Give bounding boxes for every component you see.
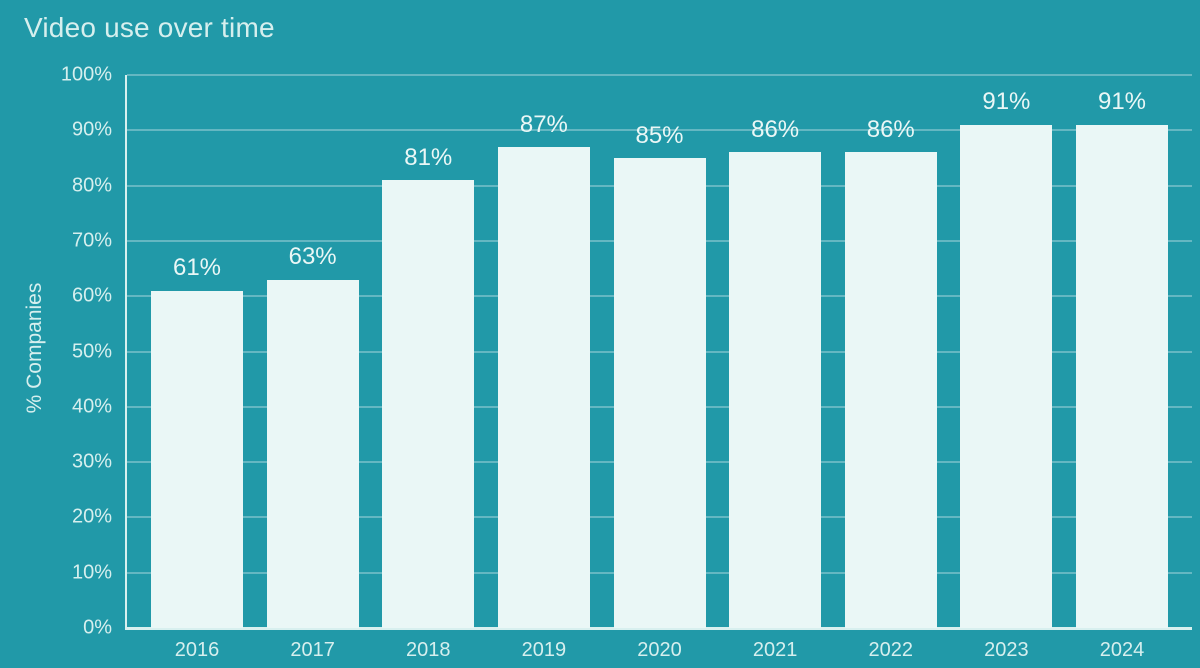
bar — [960, 124, 1053, 628]
bar-value-label: 85% — [635, 121, 684, 149]
bar — [382, 180, 475, 628]
bar — [266, 279, 359, 628]
gridline — [127, 74, 1192, 76]
bar-value-label: 81% — [404, 143, 453, 171]
bar-column: 63% 2017 — [266, 75, 359, 661]
bar-value-label: 86% — [751, 116, 800, 144]
y-tick-label: 100% — [60, 63, 112, 86]
x-tick-label: 2020 — [637, 639, 682, 661]
y-axis-ticks: 0% 10% 20% 30% 40% 50% 60% 70% 80% 90% 100% — [0, 0, 112, 668]
bar — [1076, 124, 1168, 628]
bar-value-label: 91% — [1097, 88, 1147, 116]
bar-value-label: 87% — [519, 110, 568, 138]
x-tick-label: 2018 — [406, 639, 451, 661]
y-tick-label: 0% — [83, 616, 112, 639]
x-tick-label: 2017 — [290, 639, 335, 661]
chart-title: Video use over time — [24, 12, 275, 43]
bar-column: 91% 2024 — [1076, 75, 1168, 661]
y-tick-label: 60% — [71, 284, 112, 307]
bar — [151, 290, 243, 628]
bar-column: 86% 2021 — [729, 75, 822, 661]
y-tick-label: 80% — [71, 174, 112, 197]
bar-value-label: 61% — [172, 254, 222, 282]
bar-column: 61% 2016 — [151, 75, 243, 661]
x-tick-label: 2023 — [984, 639, 1029, 661]
x-tick-label: 2024 — [1099, 639, 1145, 661]
bar — [844, 152, 937, 628]
bar — [497, 146, 590, 628]
y-tick-label: 10% — [71, 561, 112, 584]
x-axis-line — [125, 627, 1192, 630]
x-tick-label: 2022 — [868, 639, 914, 661]
y-axis-line — [125, 75, 127, 630]
y-tick-label: 40% — [71, 395, 112, 418]
bars-layer: 61% 2016 63% 2017 81% 2018 87% 2019 85% 2020 86% 20… — [127, 75, 1192, 661]
x-tick-label: 2019 — [521, 639, 567, 661]
bar-column: 81% 2018 — [382, 75, 475, 661]
y-tick-label: 20% — [71, 505, 112, 528]
y-tick-label: 50% — [71, 340, 112, 362]
bar-column: 85% 2020 — [613, 75, 706, 661]
x-tick-label: 2021 — [752, 639, 798, 661]
x-tick-label: 2016 — [174, 639, 220, 661]
bar-value-label: 86% — [866, 116, 915, 144]
bar — [729, 152, 822, 628]
y-tick-label: 90% — [71, 118, 112, 141]
y-tick-label: 30% — [71, 450, 112, 473]
bar-column: 86% 2022 — [844, 75, 937, 661]
y-tick-label: 70% — [71, 229, 112, 252]
bar-column: 91% 2023 — [960, 75, 1053, 661]
gridline — [127, 129, 1192, 132]
bar-column: 87% 2019 — [497, 75, 590, 661]
bar-value-label: 63% — [288, 243, 337, 271]
bar-value-label: 91% — [982, 88, 1031, 116]
bar — [613, 157, 706, 628]
